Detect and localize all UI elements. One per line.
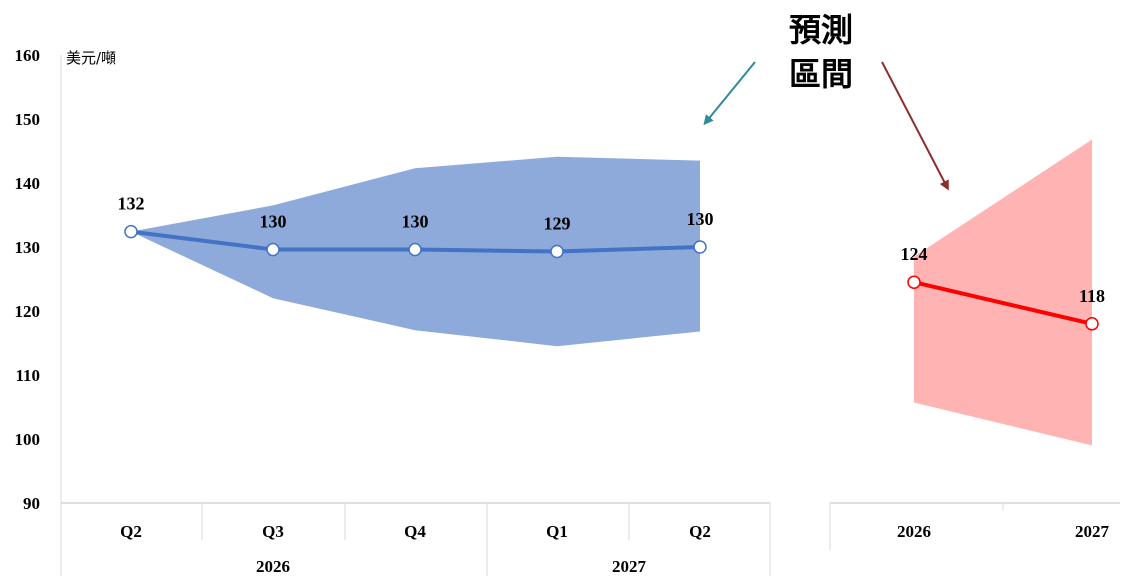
y-tick-label: 130 <box>15 238 41 257</box>
left-point <box>693 240 707 254</box>
x-tick-label: Q1 <box>546 522 568 541</box>
y-tick-label: 90 <box>23 494 40 513</box>
y-tick-label: 100 <box>15 430 41 449</box>
y-tick-label: 120 <box>15 302 41 321</box>
annotation-line-1: 預測 <box>788 11 853 49</box>
right-x-tick-label: 2027 <box>1075 522 1110 541</box>
data-labels: 132 130 130 129 130 124 118 <box>118 194 1106 306</box>
left-point <box>266 242 280 257</box>
left-data-label: 130 <box>402 212 429 232</box>
annotation-arrow-right <box>881 61 949 191</box>
left-point <box>550 244 564 259</box>
x-group-label: 2026 <box>256 557 290 576</box>
x-tick-labels: Q2 Q3 Q4 Q1 Q2 2026 2027 2026 2027 <box>120 522 1109 576</box>
right-data-label: 124 <box>901 244 928 264</box>
x-group-label: 2027 <box>612 557 647 576</box>
right-forecast-band <box>914 139 1092 446</box>
y-tick-label: 140 <box>15 174 41 193</box>
right-forecast-band-layer <box>914 139 1092 446</box>
left-point <box>408 242 422 257</box>
y-tick-labels: 90 100 110 120 130 140 150 160 <box>15 46 41 513</box>
left-point <box>124 224 138 239</box>
category-separators <box>201 503 630 576</box>
x-tick-label: Q2 <box>689 522 711 541</box>
series-points <box>124 224 1099 331</box>
y-tick-label: 110 <box>15 366 40 385</box>
right-data-label: 118 <box>1079 286 1105 306</box>
x-tick-label: Q4 <box>404 522 426 541</box>
annotation-arrow-left <box>703 61 756 126</box>
left-data-label: 129 <box>544 213 571 233</box>
left-data-label: 132 <box>118 194 145 214</box>
y-unit-label: 美元/噸 <box>66 49 116 67</box>
left-data-label: 130 <box>687 209 714 229</box>
y-tick-label: 150 <box>15 110 41 129</box>
right-point <box>907 275 921 289</box>
right-point <box>1085 317 1099 331</box>
right-series-line <box>913 280 1093 326</box>
x-tick-label: Q3 <box>262 522 284 541</box>
right-x-tick-label: 2026 <box>897 522 931 541</box>
y-tick-label: 160 <box>15 46 41 65</box>
annotation-line-2: 區間 <box>788 55 853 93</box>
forecast-range-annotation: 預測 區間 <box>776 8 866 96</box>
left-data-label: 130 <box>260 212 287 232</box>
x-tick-label: Q2 <box>120 522 142 541</box>
